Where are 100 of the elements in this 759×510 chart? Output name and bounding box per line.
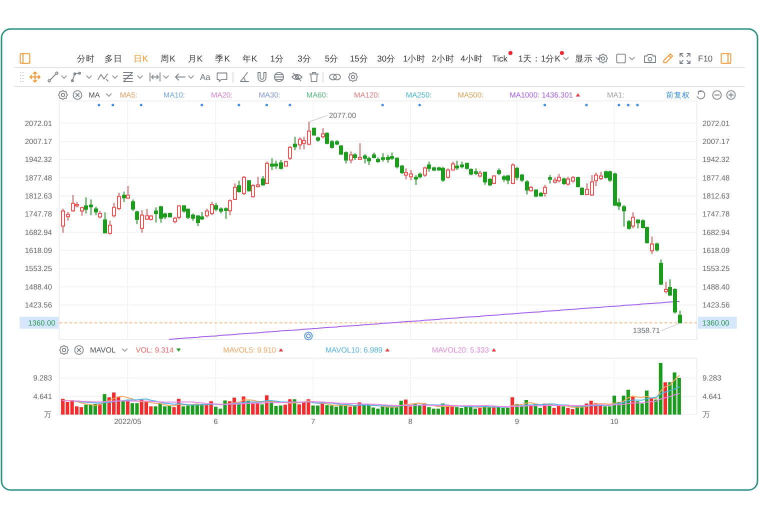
candlestick — [233, 183, 237, 201]
candlestick — [478, 170, 482, 178]
candlestick — [265, 161, 269, 185]
candlestick — [135, 210, 139, 225]
candlestick — [525, 180, 529, 195]
candlestick — [228, 198, 232, 216]
candlestick — [553, 176, 557, 184]
candlestick — [557, 173, 561, 183]
candlestick — [298, 136, 302, 150]
bar — [121, 401, 125, 415]
candlestick — [580, 186, 584, 196]
candlestick — [562, 177, 566, 186]
candlestick — [353, 152, 357, 160]
candlestick — [506, 174, 510, 185]
text: 周K — [160, 54, 176, 64]
text: 30分 — [377, 54, 396, 64]
candlestick — [261, 175, 265, 186]
candlestick — [627, 219, 631, 230]
bar — [182, 406, 186, 415]
candlestick — [237, 180, 241, 193]
bar — [260, 404, 264, 415]
candlestick — [502, 174, 506, 182]
candlestick — [367, 156, 371, 166]
candlestick — [358, 142, 362, 160]
candlestick — [622, 204, 626, 228]
candlestick — [678, 310, 682, 324]
candlestick — [80, 206, 84, 216]
text: Tick — [492, 54, 508, 64]
bar — [506, 408, 510, 415]
text: 多日 — [104, 54, 122, 64]
candlestick — [655, 242, 659, 252]
text: F10 — [698, 54, 713, 64]
text: Aa — [200, 72, 211, 82]
bar — [126, 401, 130, 415]
candlestick — [492, 174, 496, 185]
candlestick — [372, 152, 376, 159]
text: 1天：1分K — [518, 54, 561, 64]
candlestick — [511, 162, 515, 185]
bar — [538, 408, 542, 415]
candlestick — [316, 136, 320, 142]
bar — [61, 398, 65, 415]
text: 1小时 — [402, 54, 426, 64]
bar — [650, 398, 654, 415]
text: 季K — [215, 54, 230, 64]
candlestick — [98, 210, 102, 219]
text: 15分 — [350, 54, 368, 64]
bar — [316, 406, 320, 415]
text: 1分 — [270, 54, 284, 64]
bar — [562, 406, 566, 415]
candlestick — [71, 194, 75, 212]
candlestick — [312, 127, 316, 136]
bar — [418, 406, 422, 415]
candlestick — [288, 145, 292, 160]
candlestick — [363, 154, 367, 164]
candlestick — [650, 236, 654, 255]
bar — [478, 408, 482, 415]
bar — [348, 406, 352, 415]
bar — [353, 406, 357, 415]
candlestick — [664, 281, 668, 294]
candlestick — [177, 204, 181, 220]
text: 日K — [133, 54, 148, 64]
candlestick — [284, 160, 288, 168]
candlestick — [576, 176, 580, 188]
candlestick — [631, 212, 635, 229]
candlestick — [247, 180, 251, 192]
bar — [130, 403, 134, 415]
bar — [556, 406, 560, 415]
bar — [529, 406, 533, 415]
text: 分时 — [77, 54, 96, 64]
candlestick — [497, 168, 501, 176]
candlestick — [293, 136, 297, 151]
text: 显示 — [574, 54, 593, 64]
line-series — [72, 386, 680, 408]
bar — [320, 404, 324, 415]
candlestick — [126, 186, 130, 200]
text: 4小时 — [460, 54, 484, 64]
line-series — [62, 393, 680, 408]
candlestick — [441, 166, 445, 182]
candlestick — [543, 184, 547, 198]
bar — [334, 406, 338, 415]
bar — [487, 407, 491, 415]
bar — [237, 404, 241, 415]
candlestick — [242, 175, 246, 196]
text: 月K — [188, 54, 203, 64]
bar — [214, 406, 218, 415]
candlestick — [659, 258, 663, 286]
text: 年K — [242, 54, 258, 64]
candlestick — [529, 186, 533, 192]
candlestick — [131, 198, 135, 212]
text: 2小时 — [432, 54, 454, 64]
candlestick — [270, 158, 274, 171]
bar — [492, 407, 496, 415]
candlestick — [349, 151, 353, 164]
candlestick — [108, 220, 112, 236]
candlestick — [94, 206, 98, 216]
candlestick — [423, 166, 427, 178]
candlestick — [321, 128, 325, 139]
candlestick — [548, 174, 552, 184]
candlestick — [103, 212, 107, 234]
line-series — [168, 300, 680, 340]
